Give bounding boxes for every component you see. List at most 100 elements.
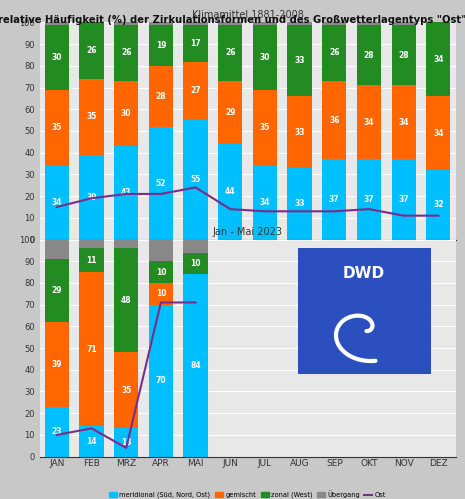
Bar [287, 24, 312, 96]
Text: 23: 23 [52, 427, 62, 436]
Bar [253, 22, 277, 24]
Bar [45, 259, 69, 322]
Text: 27: 27 [190, 86, 201, 95]
Text: 34: 34 [399, 118, 409, 127]
Title: Klimamittel 1881-2008: Klimamittel 1881-2008 [192, 10, 304, 20]
Bar [253, 166, 277, 240]
Bar [114, 24, 139, 81]
Text: 55: 55 [191, 175, 201, 184]
Bar [80, 240, 104, 248]
Bar [253, 24, 277, 90]
Bar [149, 283, 173, 304]
Bar [149, 261, 173, 283]
Legend: meridional (Süd, Nord, Ost), gemischt, zonal (West), Übergang, Ost: meridional (Süd, Nord, Ost), gemischt, z… [107, 270, 388, 284]
Bar [45, 322, 69, 407]
Text: 39: 39 [52, 360, 62, 369]
Text: 33: 33 [294, 56, 305, 65]
Bar [45, 90, 69, 166]
Bar [392, 24, 416, 85]
Text: 33: 33 [294, 199, 305, 208]
Text: 52: 52 [156, 179, 166, 188]
Bar [287, 22, 312, 24]
Text: 14: 14 [86, 437, 97, 446]
Bar [218, 144, 242, 240]
Text: 28: 28 [364, 50, 374, 59]
Bar [45, 240, 69, 259]
Bar [392, 159, 416, 240]
Text: 29: 29 [225, 108, 235, 117]
Text: 36: 36 [329, 116, 339, 125]
Text: 28: 28 [156, 92, 166, 101]
Bar [357, 24, 381, 85]
Text: 33: 33 [294, 128, 305, 137]
Bar [184, 24, 208, 61]
Bar [114, 352, 139, 428]
Bar [45, 407, 69, 457]
Bar [114, 81, 139, 146]
Bar [114, 428, 139, 457]
Bar [322, 24, 346, 81]
Text: 26: 26 [121, 48, 132, 57]
Bar [45, 22, 69, 24]
Bar [80, 248, 104, 272]
Bar [322, 159, 346, 240]
Bar [149, 304, 173, 457]
Text: 34: 34 [52, 198, 62, 207]
Bar [426, 96, 451, 170]
Bar [149, 24, 173, 66]
Bar [184, 252, 208, 274]
Text: 71: 71 [86, 345, 97, 354]
Bar [426, 22, 451, 96]
Text: 30: 30 [52, 53, 62, 62]
Text: 30: 30 [121, 109, 132, 118]
Text: 84: 84 [190, 361, 201, 370]
Bar [287, 96, 312, 168]
Text: 48: 48 [121, 296, 132, 305]
Bar [218, 22, 242, 24]
Bar [392, 85, 416, 159]
Bar [45, 166, 69, 240]
Bar [114, 240, 139, 248]
Text: 26: 26 [329, 48, 339, 57]
Text: 35: 35 [260, 123, 270, 132]
Bar [149, 240, 173, 261]
Bar [45, 24, 69, 90]
Text: 10: 10 [156, 267, 166, 276]
Text: 37: 37 [329, 195, 339, 204]
Text: 10: 10 [156, 289, 166, 298]
Text: 35: 35 [86, 112, 97, 121]
Bar [426, 170, 451, 240]
Text: 26: 26 [225, 48, 235, 57]
Bar [114, 22, 139, 24]
Text: 70: 70 [156, 376, 166, 385]
Text: 37: 37 [364, 195, 374, 204]
Text: 11: 11 [86, 255, 97, 264]
Bar [253, 90, 277, 166]
Bar [80, 79, 104, 155]
Text: 10: 10 [190, 259, 201, 268]
Bar [184, 274, 208, 457]
Bar [114, 248, 139, 352]
Text: 26: 26 [86, 46, 97, 55]
Bar [149, 22, 173, 24]
Bar [114, 146, 139, 240]
Bar [80, 426, 104, 457]
Text: 17: 17 [190, 38, 201, 47]
Text: 37: 37 [399, 195, 409, 204]
Text: 30: 30 [260, 53, 270, 62]
Bar [184, 120, 208, 240]
Bar [218, 24, 242, 81]
Bar [392, 22, 416, 24]
Text: 34: 34 [364, 118, 374, 127]
Text: 34: 34 [260, 198, 270, 207]
Bar [184, 61, 208, 120]
Text: 28: 28 [399, 50, 409, 59]
Text: 35: 35 [121, 386, 132, 395]
Text: 39: 39 [86, 193, 97, 202]
Bar [80, 272, 104, 426]
Bar [357, 159, 381, 240]
Bar [322, 81, 346, 159]
Bar [149, 66, 173, 127]
Text: 35: 35 [52, 123, 62, 132]
Text: relative Häufigkeit (%) der Zirkulationsformen und des Großwetterlagentyps "Ost": relative Häufigkeit (%) der Zirkulations… [0, 15, 465, 25]
